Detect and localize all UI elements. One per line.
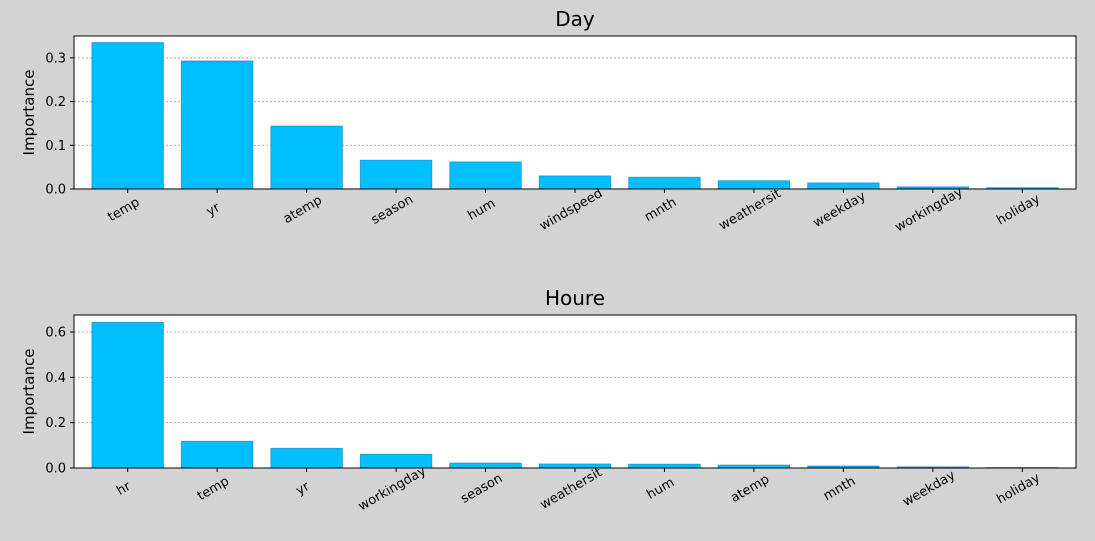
bar-season — [449, 462, 522, 469]
x-tick-label: atemp — [728, 472, 772, 506]
x-tick-label: yr — [293, 479, 312, 499]
day-chart: 0.0 0.1 0.2 0.3 temp yr atemp season hum windspee… — [20, 7, 1077, 235]
plot-frame — [73, 314, 1077, 469]
bar-yr — [270, 447, 343, 469]
bar-hum — [449, 161, 522, 190]
x-tick-label: weekday — [900, 468, 958, 510]
y-tick-label: 0.2 — [45, 95, 66, 110]
y-tick-label: 0.0 — [45, 462, 66, 477]
x-tick-label: temp — [105, 195, 142, 225]
x-tick-label: weathersit — [538, 465, 605, 512]
chart-title: Houre — [545, 286, 605, 310]
chart-title: Day — [555, 7, 595, 31]
bar-hr — [91, 321, 164, 469]
bar-season — [359, 159, 433, 190]
x-tick-label: workingday — [893, 184, 966, 235]
bar-atemp — [270, 125, 343, 190]
y-tick-label: 0.4 — [45, 371, 66, 386]
y-tick-label: 0.2 — [45, 416, 66, 431]
x-tick-label: weekday — [811, 189, 869, 231]
x-tick-label: season — [369, 192, 416, 228]
x-tick-label: holiday — [994, 470, 1043, 507]
y-tick-label: 0.6 — [45, 326, 66, 341]
y-tick-label: 0.1 — [45, 139, 66, 154]
houre-chart: 0.0 0.2 0.4 0.6 hr temp yr workingday season weat… — [20, 286, 1077, 514]
x-tick-label: mnth — [821, 474, 858, 504]
bar-hum — [628, 463, 701, 469]
plot-frame — [73, 35, 1077, 190]
bar-mnth — [628, 176, 701, 190]
x-tick-label: weathersit — [717, 186, 784, 233]
y-axis-label: Importance — [20, 70, 38, 156]
y-tick-label: 0.3 — [45, 51, 66, 66]
bar-windspeed — [538, 175, 612, 190]
bar-yr — [180, 60, 254, 190]
bar-weekday — [807, 182, 880, 190]
x-tick-label: yr — [204, 200, 223, 220]
x-tick-label: hum — [644, 475, 677, 503]
bar-temp — [180, 440, 254, 469]
x-tick-label: hum — [465, 196, 498, 224]
x-tick-label: holiday — [994, 191, 1043, 228]
y-axis-label: Importance — [20, 349, 38, 435]
x-tick-label: mnth — [642, 195, 679, 225]
x-tick-label: workingday — [356, 463, 429, 514]
bar-temp — [91, 42, 164, 190]
bar-weathersit — [717, 180, 791, 190]
x-tick-label: season — [458, 471, 505, 507]
bar-weathersit — [538, 463, 612, 469]
y-tick-label: 0.0 — [45, 183, 66, 198]
x-tick-label: temp — [195, 474, 232, 504]
x-tick-label: atemp — [281, 193, 325, 227]
x-tick-label: windspeed — [537, 186, 605, 234]
x-tick-label: hr — [114, 479, 134, 499]
